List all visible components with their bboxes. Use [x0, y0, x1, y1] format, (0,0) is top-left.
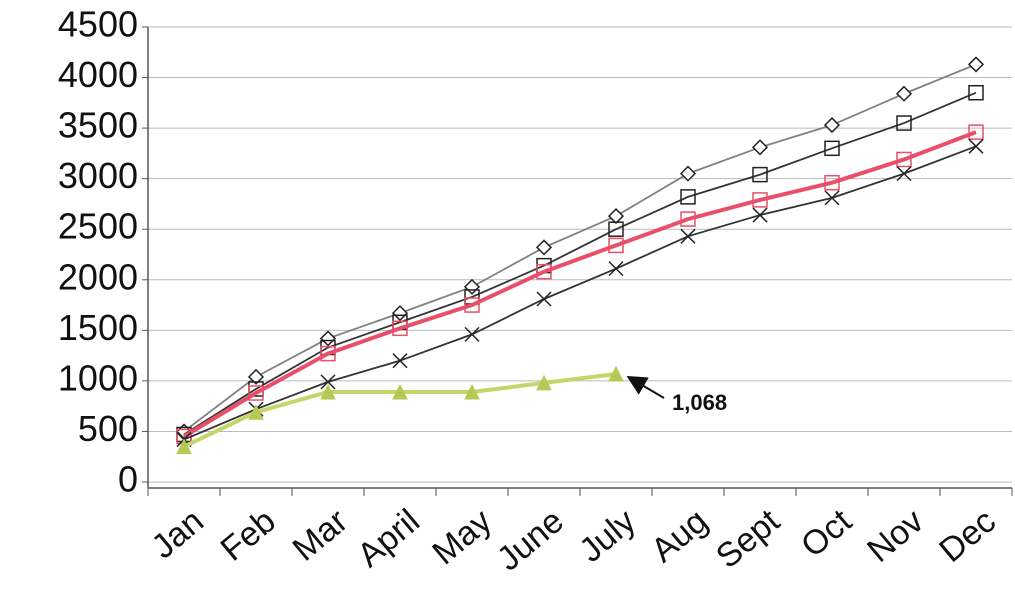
- x-tick-label: Aug: [644, 502, 715, 570]
- y-tick-label: 4000: [58, 54, 138, 95]
- x-tick-label: Jan: [144, 502, 210, 566]
- y-tick-label: 2500: [58, 206, 138, 247]
- marker: [752, 166, 768, 183]
- marker: [248, 404, 264, 420]
- y-tick-label: 3000: [58, 155, 138, 196]
- marker: [896, 166, 912, 182]
- marker: [464, 383, 480, 400]
- y-tick-label: 2000: [58, 256, 138, 297]
- x-tick-label: Oct: [794, 502, 859, 565]
- marker: [895, 85, 913, 102]
- marker: [824, 140, 840, 157]
- marker: [535, 239, 553, 256]
- y-tick-label: 500: [78, 408, 138, 449]
- marker: [247, 368, 265, 385]
- x-tick-label: May: [425, 502, 499, 572]
- y-tick-label: 1500: [58, 307, 138, 348]
- marker: [320, 374, 336, 390]
- marker: [391, 305, 409, 322]
- marker: [248, 385, 264, 401]
- x-tick-label: Sept: [709, 502, 787, 576]
- series-line: [182, 130, 977, 439]
- marker: [464, 297, 480, 313]
- marker: [608, 221, 624, 237]
- marker: [896, 151, 912, 168]
- marker: [608, 237, 624, 254]
- annotation-arrow: [626, 375, 665, 399]
- marker: [968, 138, 984, 154]
- x-tick-label: Mar: [286, 502, 355, 569]
- x-tick-label: June: [490, 502, 571, 579]
- x-tick-label: July: [572, 502, 643, 570]
- marker: [607, 208, 625, 225]
- series-line: [183, 145, 977, 441]
- marker: [752, 192, 768, 208]
- marker: [968, 84, 984, 101]
- marker: [536, 263, 552, 280]
- x-tick-label: Nov: [860, 502, 931, 570]
- marker: [968, 124, 984, 140]
- y-tick-label: 0: [118, 459, 138, 500]
- marker: [176, 438, 192, 455]
- marker: [608, 365, 624, 382]
- marker: [824, 190, 840, 206]
- marker: [679, 165, 697, 182]
- marker: [536, 291, 552, 307]
- y-tick-label: 3500: [58, 105, 138, 146]
- series-line: [183, 91, 977, 436]
- annotation: 1,068: [672, 390, 727, 415]
- marker: [680, 189, 696, 205]
- marker: [320, 383, 336, 400]
- marker: [392, 320, 408, 337]
- marker: [536, 374, 552, 391]
- y-tick-label: 1000: [58, 357, 138, 398]
- marker: [824, 174, 840, 191]
- marker: [608, 261, 624, 277]
- x-tick-label: Dec: [932, 502, 1003, 570]
- x-tick-label: April: [350, 502, 427, 575]
- marker: [823, 117, 841, 134]
- marker: [680, 228, 696, 244]
- marker: [320, 345, 336, 362]
- marker: [751, 139, 769, 156]
- marker: [392, 353, 408, 369]
- x-tick-label: Feb: [214, 502, 283, 569]
- marker: [464, 326, 480, 342]
- marker: [392, 383, 408, 400]
- y-tick-label: 4500: [58, 4, 138, 45]
- marker: [896, 115, 912, 131]
- marker: [752, 207, 768, 223]
- marker: [680, 211, 696, 227]
- marker: [463, 278, 481, 295]
- marker: [967, 56, 985, 73]
- series-line: [183, 63, 977, 433]
- marker: [319, 330, 337, 347]
